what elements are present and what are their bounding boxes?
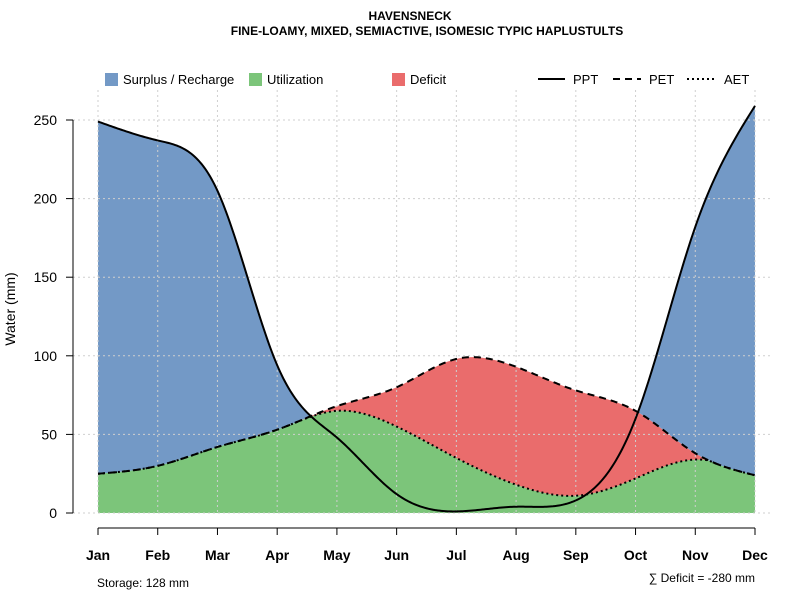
x-tick-label-oct: Oct	[624, 547, 648, 563]
legend-swatch-deficit	[392, 73, 405, 86]
x-tick-label-sep: Sep	[563, 547, 589, 563]
ppt-line	[97, 105, 756, 513]
y-tick-label: 250	[34, 112, 58, 128]
chart-subtitle: FINE-LOAMY, MIXED, SEMIACTIVE, ISOMESIC …	[231, 24, 623, 38]
legend-label-deficit: Deficit	[410, 72, 447, 87]
x-tick-label-nov: Nov	[682, 547, 709, 563]
grid-lines	[73, 90, 770, 514]
deficit-area	[98, 357, 755, 496]
y-tick-label: 100	[34, 348, 58, 364]
y-axis: 0 50 100 150 200 250	[34, 112, 74, 521]
x-tick-label-mar: Mar	[205, 547, 230, 563]
y-tick-label: 150	[34, 269, 58, 285]
legend: Surplus / Recharge Utilization Deficit P…	[105, 72, 749, 87]
deficit-note: ∑ Deficit = -280 mm	[649, 571, 755, 585]
legend-label-pet: PET	[649, 72, 674, 87]
legend-swatch-surplus	[105, 73, 118, 86]
x-tick-label-jan: Jan	[86, 547, 110, 563]
x-tick-label-may: May	[323, 547, 350, 563]
legend-label-surplus: Surplus / Recharge	[123, 72, 234, 87]
x-tick-label-dec: Dec	[742, 547, 768, 563]
y-tick-label: 200	[34, 191, 58, 207]
legend-swatch-utilization	[249, 73, 262, 86]
y-tick-label: 50	[41, 426, 57, 442]
x-axis: Jan Feb Mar Apr May Jun Jul Aug Sep Oct Nov Dec	[86, 527, 768, 563]
surplus-area	[98, 105, 755, 476]
chart-title: HAVENSNECK	[368, 9, 451, 23]
pet-line	[97, 356, 756, 477]
x-tick-label-aug: Aug	[502, 547, 529, 563]
y-axis-label: Water (mm)	[2, 272, 18, 345]
legend-label-aet: AET	[724, 72, 749, 87]
x-tick-label-jun: Jun	[384, 547, 409, 563]
y-tick-label: 0	[49, 505, 57, 521]
x-tick-label-jul: Jul	[446, 547, 466, 563]
x-tick-label-feb: Feb	[145, 547, 170, 563]
legend-label-utilization: Utilization	[267, 72, 323, 87]
storage-note: Storage: 128 mm	[97, 576, 189, 590]
utilization-area	[98, 410, 755, 513]
legend-label-ppt: PPT	[573, 72, 598, 87]
plot-area: 0 50 100 150 200 250 Jan Feb Mar Apr May Jun Jul Aug S…	[34, 90, 770, 563]
x-tick-label-apr: Apr	[265, 547, 290, 563]
